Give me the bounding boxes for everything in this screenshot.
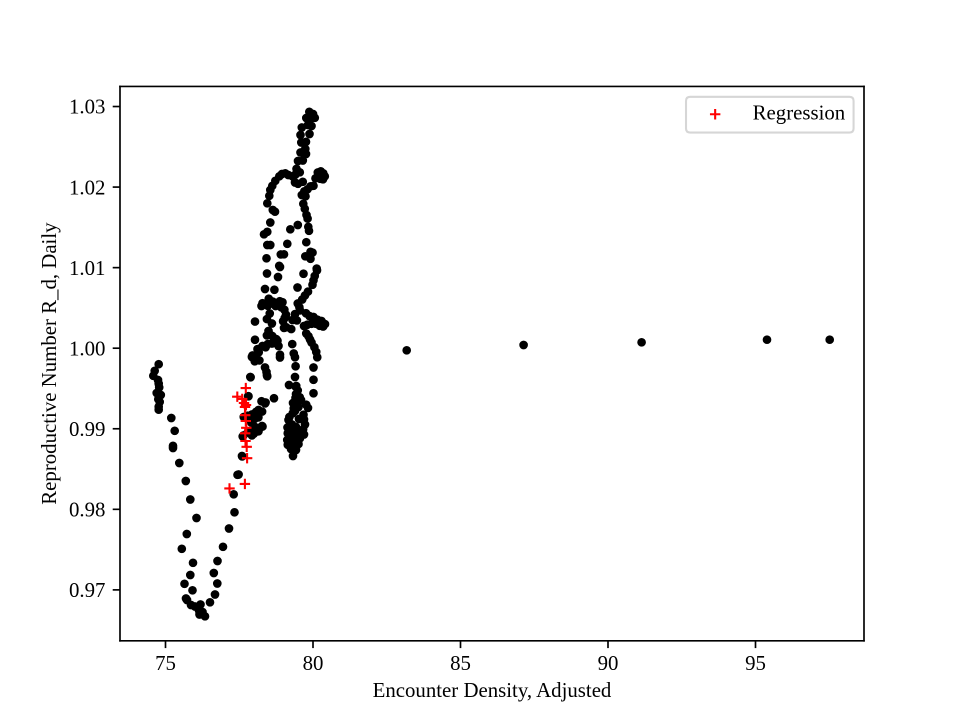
svg-text:75: 75 (155, 651, 176, 675)
svg-text:1.03: 1.03 (69, 95, 105, 119)
svg-text:Encounter Density, Adjusted: Encounter Density, Adjusted (373, 678, 612, 702)
svg-text:95: 95 (745, 651, 766, 675)
svg-text:Reproductive Number R_d, Daily: Reproductive Number R_d, Daily (37, 222, 61, 505)
svg-text:1.01: 1.01 (69, 256, 105, 280)
svg-text:0.99: 0.99 (69, 417, 105, 441)
svg-text:Regression: Regression (753, 101, 846, 125)
svg-text:0.98: 0.98 (69, 498, 105, 522)
svg-text:0.97: 0.97 (69, 578, 105, 602)
svg-text:1.00: 1.00 (69, 336, 105, 360)
svg-text:1.02: 1.02 (69, 175, 105, 199)
svg-text:85: 85 (450, 651, 471, 675)
svg-text:90: 90 (598, 651, 619, 675)
svg-text:80: 80 (303, 651, 324, 675)
